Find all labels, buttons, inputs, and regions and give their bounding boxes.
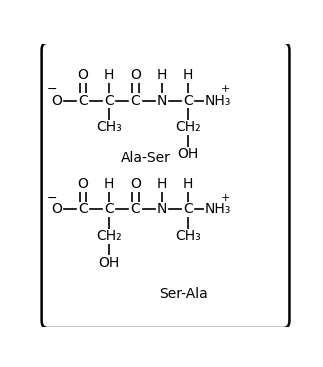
Text: Ser-Ala: Ser-Ala — [159, 287, 207, 301]
Text: C: C — [78, 202, 88, 217]
Text: N: N — [157, 94, 167, 108]
Text: CH₂: CH₂ — [96, 229, 122, 243]
Text: H: H — [183, 68, 193, 82]
Text: +: + — [220, 193, 230, 203]
FancyBboxPatch shape — [42, 43, 289, 328]
Text: C: C — [183, 202, 193, 217]
Text: OH: OH — [99, 256, 120, 270]
Text: C: C — [183, 94, 193, 108]
Text: C: C — [104, 94, 114, 108]
Text: N: N — [157, 202, 167, 217]
Text: C: C — [130, 94, 141, 108]
Text: CH₂: CH₂ — [175, 120, 201, 134]
Text: OH: OH — [177, 147, 199, 161]
Text: H: H — [157, 177, 167, 191]
Text: O: O — [78, 68, 89, 82]
Text: Ala-Ser: Ala-Ser — [120, 152, 171, 166]
Text: CH₃: CH₃ — [175, 229, 201, 243]
Text: H: H — [183, 177, 193, 191]
Text: CH₃: CH₃ — [96, 120, 122, 134]
Text: C: C — [130, 202, 141, 217]
Text: O: O — [78, 177, 89, 191]
Text: H: H — [104, 177, 114, 191]
Text: −: − — [47, 83, 57, 96]
Text: C: C — [78, 94, 88, 108]
Text: H: H — [157, 68, 167, 82]
Text: NH₃: NH₃ — [205, 202, 231, 217]
Text: −: − — [47, 192, 57, 204]
Text: O: O — [51, 202, 62, 217]
Text: +: + — [220, 84, 230, 94]
Text: O: O — [51, 94, 62, 108]
Text: O: O — [130, 177, 141, 191]
Text: H: H — [104, 68, 114, 82]
Text: NH₃: NH₃ — [205, 94, 231, 108]
Text: C: C — [104, 202, 114, 217]
Text: O: O — [130, 68, 141, 82]
